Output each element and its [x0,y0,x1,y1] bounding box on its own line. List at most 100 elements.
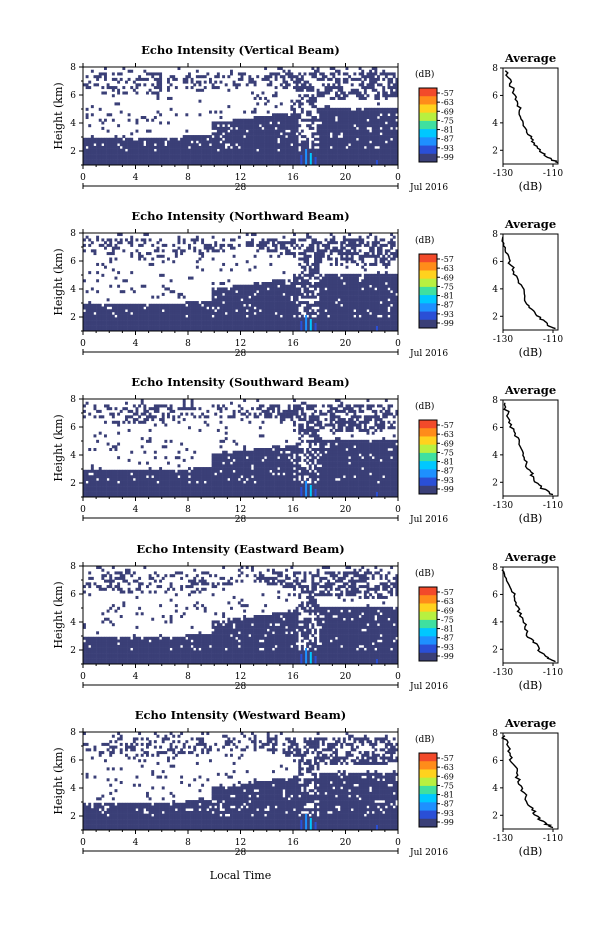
echo-cell [83,469,86,473]
echo-cell [114,306,118,310]
echo-cell [151,243,155,247]
echo-cell [203,86,207,90]
echo-cell [290,314,294,318]
echo-cell [188,148,191,152]
echo-cell [371,325,375,329]
echo-cell [106,311,110,315]
echo-cell [329,96,333,100]
echo-cell [83,325,86,329]
echo-cell [117,314,121,318]
echo-cell [369,154,373,158]
echo-cell [146,311,149,315]
echo-cell [227,303,231,307]
echo-cell [321,314,325,318]
echo-cell [374,88,378,92]
echo-cell [327,325,331,329]
echo-cell [232,287,236,291]
echo-cell [395,159,399,163]
colorbar-swatch [419,278,437,288]
echo-cell [350,77,354,81]
echo-cell [109,284,113,288]
echo-cell [85,235,89,239]
echo-cell [308,311,312,315]
echo-cell [98,483,102,487]
echo-cell [363,129,367,133]
echo-cell [101,306,105,310]
echo-cell [135,486,139,490]
echo-cell [237,287,241,291]
echo-cell [98,107,102,111]
echo-cell [377,284,380,288]
echo-cell [264,162,268,166]
echo-cell [227,320,231,324]
echo-cell [174,320,178,324]
echo-cell [253,110,257,114]
echo-cell [329,86,333,90]
echo-cell [285,143,289,147]
echo-cell [377,83,380,87]
echo-cell [98,151,102,155]
echo-cell [353,290,357,294]
echo-cell [174,154,178,158]
echo-cell [300,83,304,87]
echo-cell [214,124,218,128]
echo-cell [182,137,186,141]
echo-cell [251,145,254,149]
echo-cell [295,320,299,324]
echo-cell [327,140,331,144]
echo-cell [251,110,254,114]
echo-cell [361,309,365,313]
echo-cell [356,320,359,324]
echo-cell [111,86,115,90]
echo-cell [374,151,378,155]
echo-cell [104,137,107,141]
echo-cell [261,322,265,326]
echo-cell [85,494,89,498]
echo-cell [101,140,105,144]
x-axis: 0 4 8 12 16 20 028 Jul 2016 [80,229,448,359]
echo-cell [127,320,131,324]
echo-cell [216,143,220,147]
echo-cell [324,107,328,111]
echo-cell [340,96,344,100]
echo-cell [319,257,323,261]
echo-cell [185,309,189,313]
echo-cell [101,309,105,313]
echo-cell [384,116,388,120]
echo-cell [384,91,388,95]
echo-cell [101,472,105,476]
echo-cell [122,249,126,253]
echo-cell [98,148,102,152]
echo-cell [342,151,346,155]
echo-cell [348,287,352,291]
echo-cell [285,118,289,122]
echo-cell [348,311,352,315]
colorbar-tick-label: -81 [441,292,454,301]
echo-cell [224,156,228,160]
echo-cell [316,126,320,130]
echo-cell [127,328,131,332]
echo-cell [287,159,291,163]
echo-cell [188,320,191,324]
echo-cell [340,107,344,111]
echo-cell [274,143,278,147]
echo-cell [164,309,168,313]
echo-cell [195,238,199,242]
echo-cell [269,306,273,310]
echo-cell [156,137,160,141]
echo-cell [227,126,231,130]
echo-cell [188,156,191,160]
echo-cell [311,325,315,329]
echo-cell [237,328,241,332]
echo-cell [350,145,354,149]
echo-cell [392,290,396,294]
echo-cell [337,290,341,294]
echo-cell [219,243,223,247]
colorbar: (dB)-57-63-69-75-81-87-93-99 [415,69,454,163]
echo-cell [88,328,92,332]
echo-cell [219,320,223,324]
echo-cell [361,257,365,261]
echo-cell [227,243,231,247]
echo-cell [264,295,268,299]
echo-cell [274,287,278,291]
